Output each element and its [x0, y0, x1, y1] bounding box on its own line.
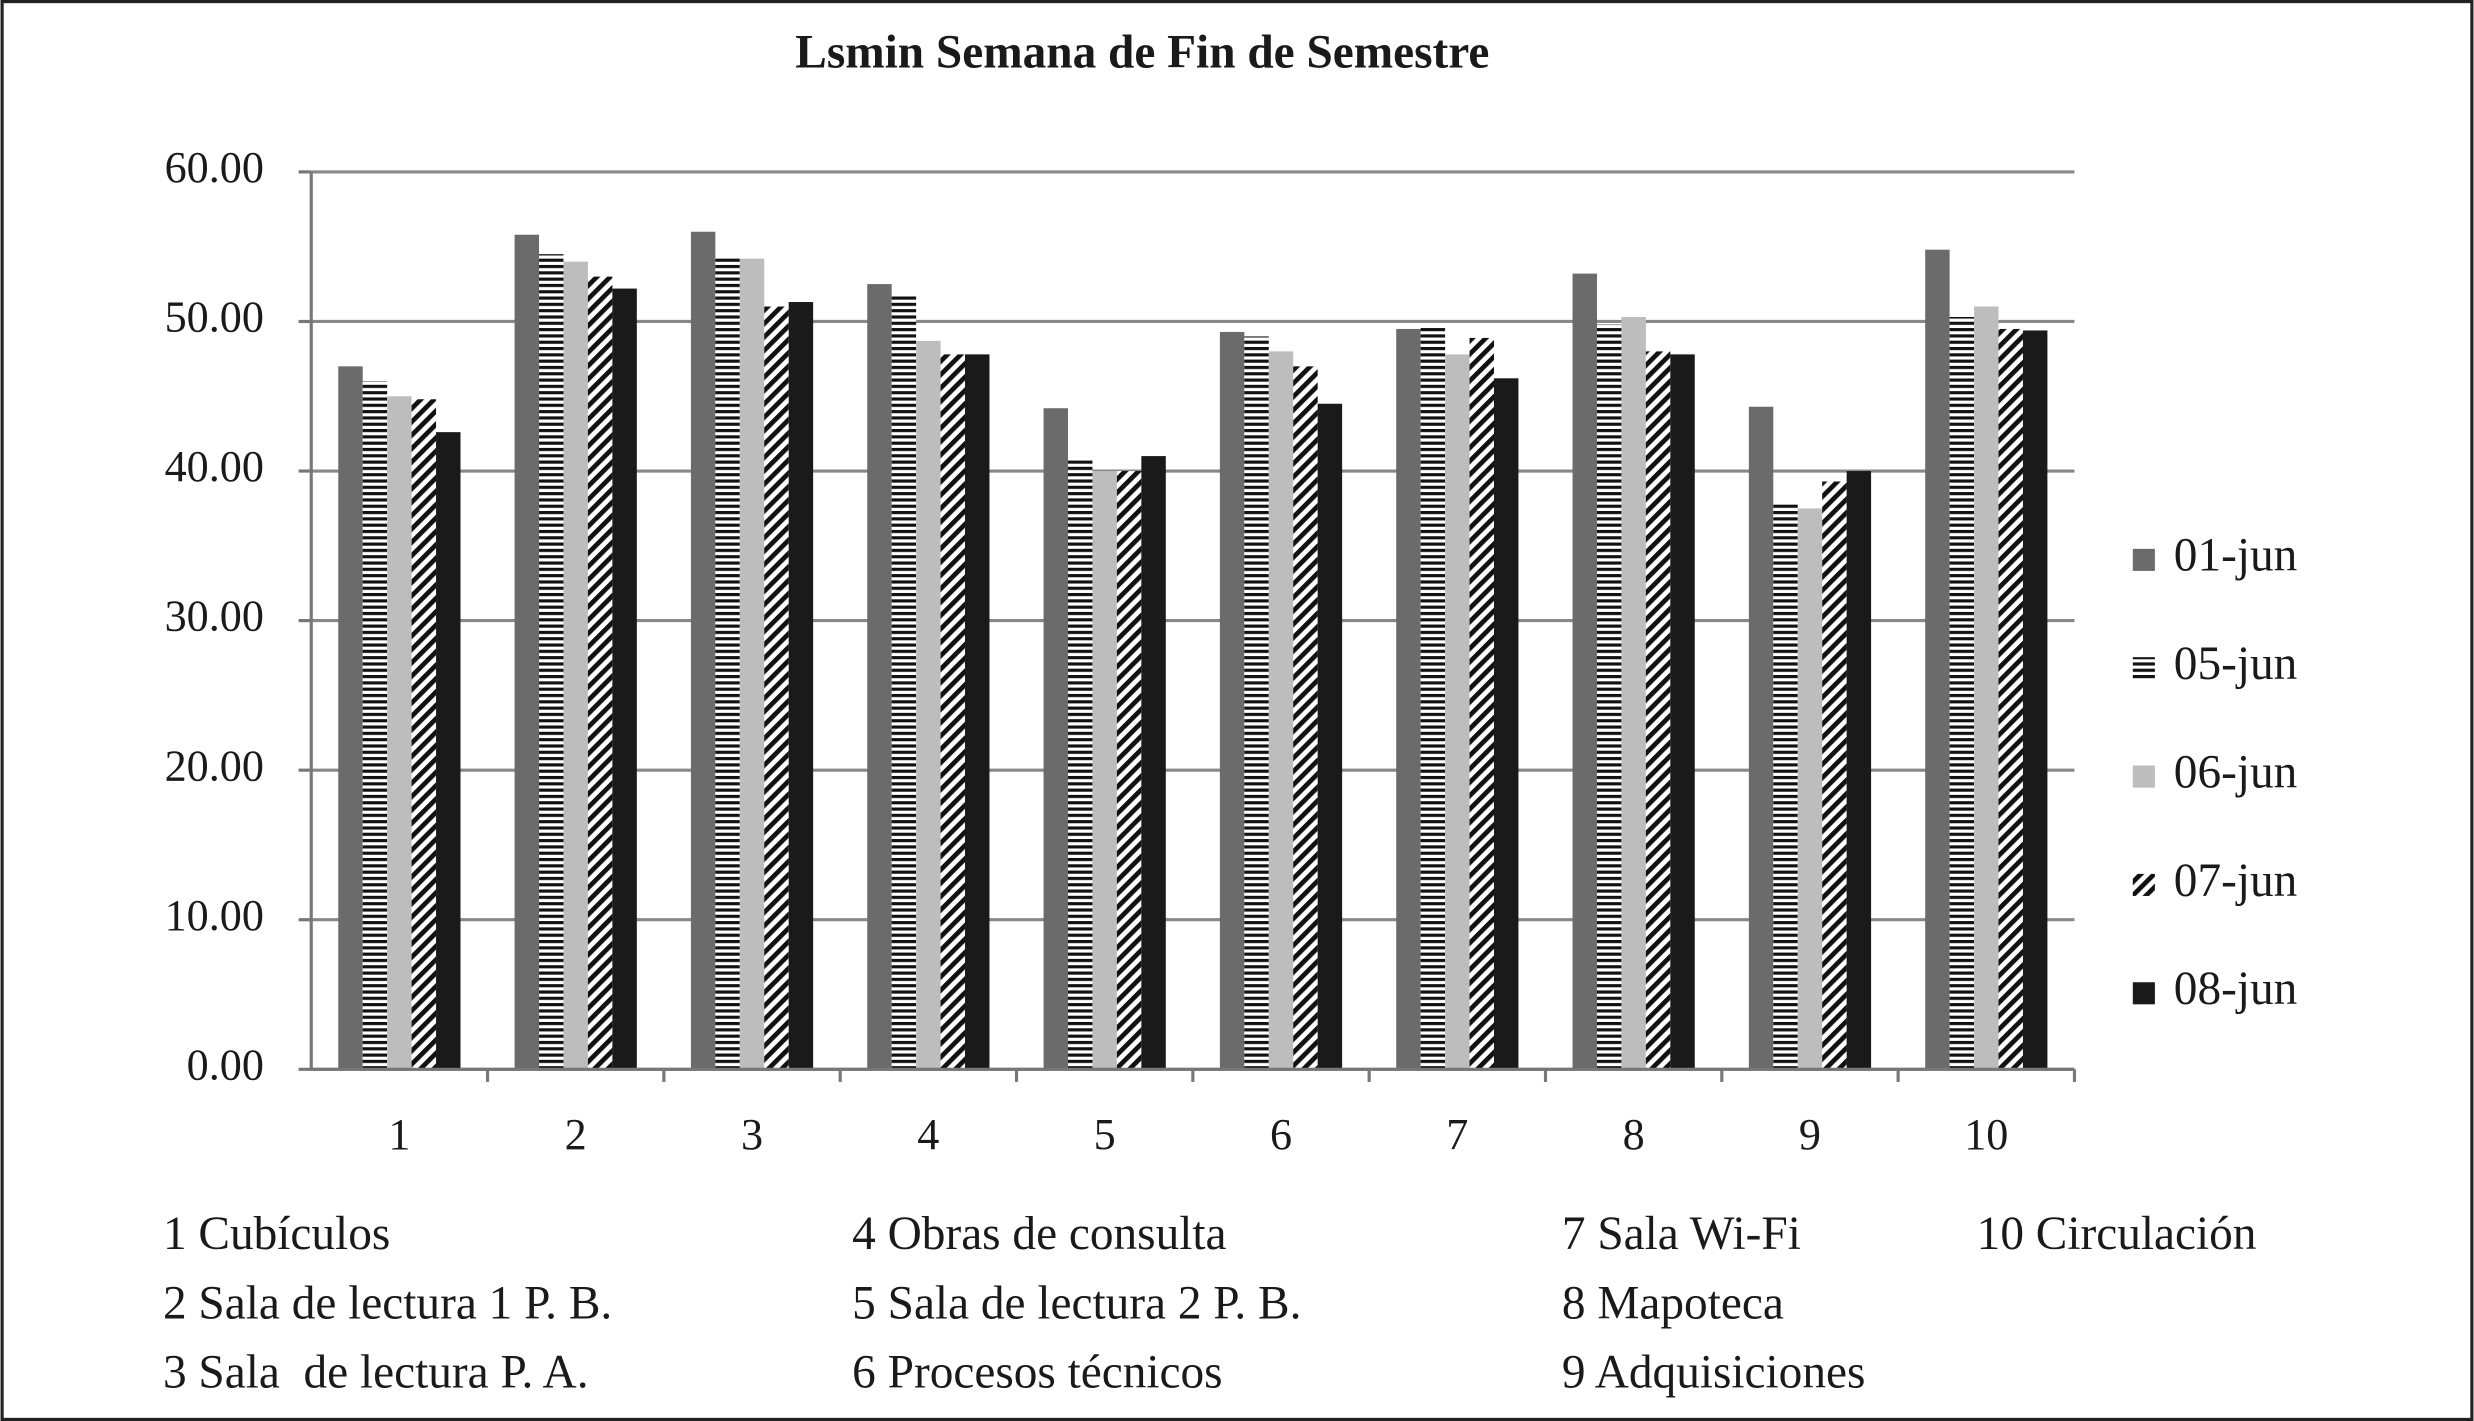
bar	[1141, 456, 1166, 1070]
bar	[539, 254, 564, 1070]
category-note: 4 Obras de consulta	[852, 1208, 1226, 1260]
bar	[1925, 249, 1950, 1070]
bar	[1043, 408, 1069, 1070]
category-note: 9 Adquisiciones	[1562, 1347, 1865, 1399]
bar	[1396, 328, 1421, 1070]
bar	[788, 302, 814, 1070]
bar	[338, 366, 363, 1070]
bar	[1116, 471, 1142, 1070]
y-tick-label: 40.00	[165, 442, 264, 491]
legend-label: 06-jun	[2174, 746, 2298, 798]
legend-swatch	[2132, 765, 2155, 788]
category-note: 10 Circulación	[1977, 1208, 2257, 1260]
bar	[1596, 324, 1622, 1070]
bar	[715, 257, 740, 1070]
bar	[690, 231, 716, 1070]
bar	[1748, 406, 1774, 1070]
y-tick-label: 60.00	[165, 143, 264, 192]
bar	[1846, 471, 1872, 1070]
bar	[1974, 306, 1999, 1070]
category-note: 3 Sala de lectura P. A.	[163, 1347, 589, 1399]
bar	[965, 354, 990, 1070]
category-note: 7 Sala Wi-Fi	[1562, 1208, 1801, 1260]
x-tick-label: 10	[1964, 1110, 2008, 1159]
bar	[387, 396, 412, 1070]
category-note: 5 Sala de lectura 2 P. B.	[852, 1277, 1301, 1329]
x-tick-label: 2	[565, 1110, 587, 1159]
bar	[1822, 481, 1847, 1070]
bar	[1420, 327, 1446, 1070]
x-tick-label: 3	[741, 1110, 763, 1159]
bar	[1645, 351, 1671, 1070]
bar	[1068, 460, 1093, 1070]
legend-label: 01-jun	[2174, 530, 2298, 582]
bar	[1621, 316, 1646, 1070]
bar	[563, 261, 588, 1070]
legend-label: 08-jun	[2174, 963, 2298, 1015]
bar	[1293, 366, 1318, 1070]
x-tick-label: 7	[1446, 1110, 1468, 1159]
category-note: 1 Cubículos	[163, 1208, 390, 1260]
bar	[2022, 330, 2048, 1070]
x-tick-label: 6	[1270, 1110, 1292, 1159]
x-tick-label: 8	[1623, 1110, 1645, 1159]
x-tick-label: 4	[917, 1110, 939, 1159]
y-tick-label: 0.00	[187, 1040, 264, 1089]
bar	[1797, 508, 1823, 1070]
x-tick-label: 5	[1094, 1110, 1116, 1159]
y-tick-label: 30.00	[165, 592, 264, 641]
legend-swatch	[2132, 548, 2155, 571]
bar	[1244, 336, 1269, 1070]
y-tick-label: 20.00	[165, 741, 264, 790]
bar	[1998, 328, 2023, 1070]
bar	[891, 294, 917, 1070]
legend-swatch	[2132, 982, 2155, 1005]
category-note: 2 Sala de lectura 1 P. B.	[163, 1277, 612, 1329]
bar	[1572, 273, 1597, 1070]
x-tick-label: 9	[1799, 1110, 1821, 1159]
bar	[1949, 316, 1975, 1070]
bar	[411, 399, 437, 1070]
bar	[436, 432, 461, 1070]
bar	[1268, 351, 1294, 1070]
bar	[362, 381, 388, 1070]
bar	[587, 276, 613, 1070]
bar	[739, 258, 765, 1070]
legend-label: 07-jun	[2174, 855, 2298, 907]
category-note: 8 Mapoteca	[1562, 1277, 1784, 1329]
bar	[867, 284, 892, 1070]
bar	[1317, 403, 1343, 1070]
bar	[1219, 331, 1245, 1070]
chart-title: Lsmin Semana de Fin de Semestre	[795, 27, 1489, 79]
bar	[1469, 337, 1494, 1070]
legend-label: 05-jun	[2174, 638, 2298, 690]
x-tick-label: 1	[388, 1110, 410, 1159]
bar	[1773, 503, 1798, 1070]
bar	[940, 354, 966, 1070]
bar	[1445, 354, 1470, 1070]
category-note: 6 Procesos técnicos	[852, 1347, 1222, 1399]
bar	[514, 234, 540, 1070]
legend-swatch	[2132, 657, 2155, 680]
legend-swatch	[2132, 873, 2155, 896]
bar	[916, 340, 941, 1070]
bar	[1092, 471, 1117, 1070]
bar	[612, 288, 637, 1070]
bar	[1670, 354, 1695, 1070]
y-tick-label: 10.00	[165, 891, 264, 940]
bar	[764, 306, 789, 1070]
bar	[1493, 378, 1519, 1070]
y-tick-label: 50.00	[165, 293, 264, 342]
